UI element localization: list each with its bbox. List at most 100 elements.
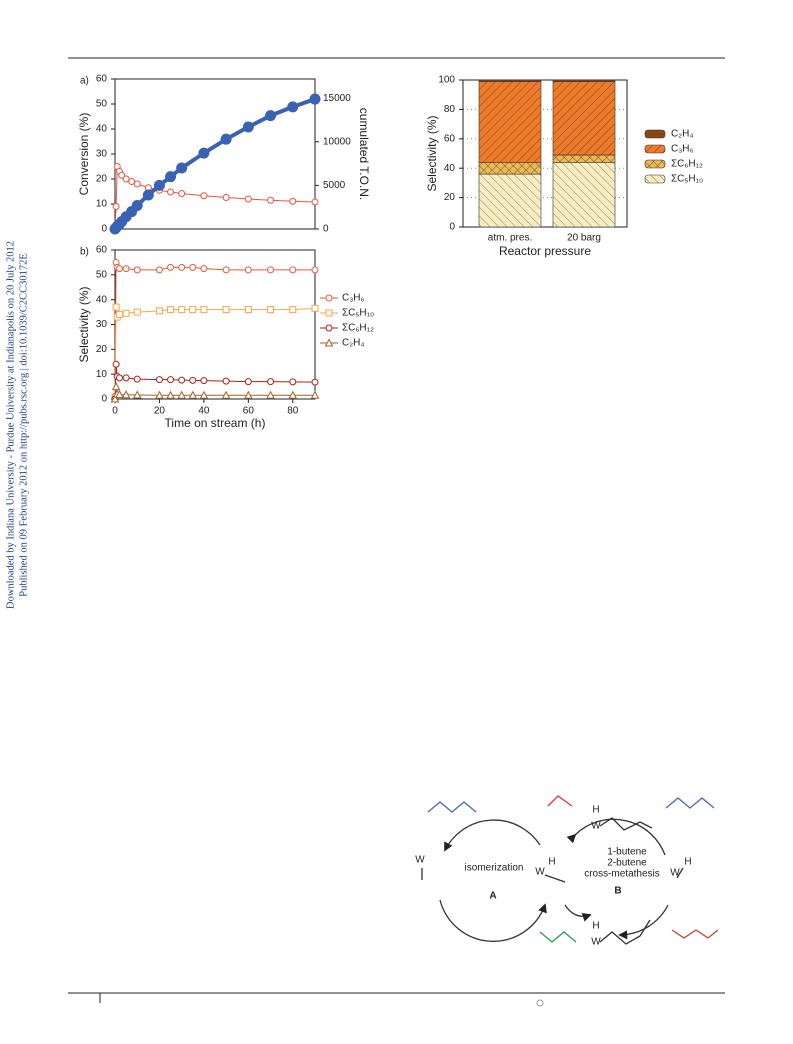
series-line [114, 364, 316, 400]
marker [222, 194, 230, 201]
marker [267, 378, 275, 386]
legend-label: ΣC₆H₁₂ [342, 323, 374, 334]
marker [132, 390, 142, 399]
bond [676, 867, 684, 879]
y-tick-label: 40 [444, 163, 456, 174]
marker [311, 198, 319, 206]
y-axis-label: Selectivity (%) [425, 115, 439, 191]
plot-frame [114, 78, 316, 230]
y-tick-label: 60 [96, 245, 108, 256]
marker [287, 101, 299, 113]
y-tick-label: 60 [96, 74, 108, 85]
cycle-arc [566, 818, 666, 856]
x-tick-label: 60 [243, 406, 255, 417]
marker [200, 306, 208, 314]
legend-hatch [645, 160, 665, 168]
marker [325, 309, 333, 317]
marker [325, 324, 333, 332]
marker [153, 179, 165, 191]
marker [115, 265, 123, 273]
marker [155, 307, 163, 315]
atom: H [592, 805, 599, 816]
series-line [114, 262, 315, 397]
marker [128, 178, 136, 185]
legend-swatch [644, 129, 666, 139]
marker [131, 199, 143, 211]
marker [222, 266, 230, 274]
scheme-label: 1-butene [607, 847, 647, 858]
metallacycle [599, 919, 651, 945]
marker [133, 180, 141, 188]
marker [178, 263, 186, 271]
legend-label: C₂H₄ [342, 338, 364, 349]
bar-hatch [553, 162, 615, 227]
marker [200, 265, 208, 273]
marker [222, 306, 230, 314]
marker [267, 196, 275, 204]
legend-label: ΣC₆H₁₂ [671, 159, 703, 170]
marker [311, 304, 319, 312]
marker [167, 263, 175, 271]
bar-hatch [553, 154, 615, 163]
scheme-label: A [489, 891, 496, 902]
y-tick-label: 20 [96, 344, 108, 355]
marker [142, 189, 154, 201]
atom: H [548, 857, 555, 868]
y2-axis-label: cumulated T.O.N. [357, 108, 371, 200]
x-tick-label: 20 barg [567, 233, 601, 244]
marker [115, 311, 123, 319]
marker [200, 377, 208, 385]
bar-hatch [479, 174, 541, 227]
marker [244, 266, 252, 274]
marker [289, 306, 297, 314]
scheme-label: isomerization [465, 863, 524, 874]
scheme-label: 2-butene [607, 858, 647, 869]
x-tick-label: 20 [154, 406, 166, 417]
y-tick-label: 80 [444, 104, 456, 115]
y-tick-label: 0 [101, 394, 107, 405]
y-tick-label: 10000 [323, 136, 351, 147]
marker [311, 378, 319, 386]
marker [244, 378, 252, 386]
y-tick-label: 10 [96, 199, 108, 210]
marker [309, 93, 321, 105]
y-tick-label: 30 [96, 149, 108, 160]
marker [112, 203, 120, 210]
marker [118, 171, 126, 179]
marker [115, 389, 124, 399]
metallacycle [599, 817, 653, 831]
y-tick-label: 40 [96, 124, 108, 135]
y-axis-label: Conversion (%) [77, 113, 91, 196]
marker [167, 306, 175, 314]
olefin [547, 795, 573, 807]
atom: W [415, 855, 425, 866]
y-tick-label: 0 [449, 222, 455, 233]
legend-hatch [645, 175, 665, 183]
marker [122, 374, 130, 382]
panel-label: b) [80, 247, 89, 258]
marker [222, 377, 230, 385]
bar-hatch [553, 81, 615, 155]
scheme-label: B [614, 886, 621, 897]
marker [167, 376, 175, 384]
legend-label: ΣC₅H₁₀ [342, 308, 374, 319]
marker [155, 390, 164, 399]
x-tick-label: atm. pres. [488, 233, 532, 244]
y-tick-label: 0 [323, 224, 329, 235]
marker [133, 375, 141, 383]
arrow [564, 904, 592, 922]
atom: W [670, 868, 680, 879]
marker [325, 294, 333, 302]
marker [243, 390, 253, 399]
marker [178, 376, 186, 384]
bar-hatch [479, 81, 541, 163]
series-line [114, 386, 315, 400]
marker [155, 266, 163, 274]
series-line [113, 97, 316, 231]
y-tick-label: 20 [96, 174, 108, 185]
marker [289, 197, 297, 205]
x-tick-label: 0 [112, 406, 118, 417]
marker [288, 390, 298, 399]
y-tick-label: 100 [438, 75, 455, 86]
